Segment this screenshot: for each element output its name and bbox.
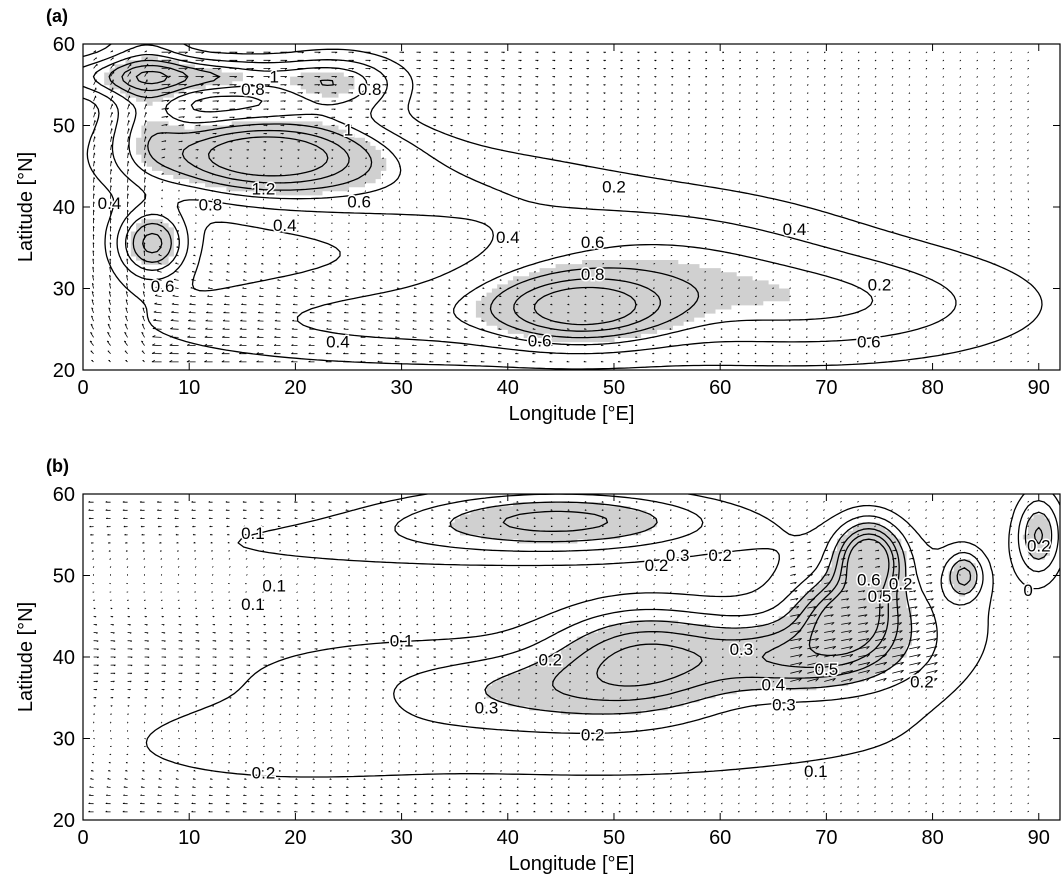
y-tick-label: 20 [53, 360, 75, 382]
contour-label: 0.4 [496, 228, 520, 247]
y-tick-label: 20 [53, 810, 75, 832]
x-tick-label: 70 [815, 377, 837, 399]
velocity-field [89, 50, 1030, 363]
y-tick-label: 60 [53, 484, 75, 506]
velocity-field [88, 500, 1030, 813]
contour-level-0.8 [108, 59, 700, 339]
contour-label: 1 [269, 68, 278, 87]
contour-level-0.2 [83, 44, 1043, 370]
x-tick-label: 30 [390, 377, 412, 399]
contour-label: 1 [344, 121, 353, 140]
contour-label: 0.6 [581, 233, 605, 252]
contour-level-0.5 [596, 533, 895, 687]
y-axis-label: Latitude [°N] [15, 152, 37, 262]
x-tick-label: 10 [178, 377, 200, 399]
x-tick-label: 0 [77, 827, 88, 849]
contour-label: 0.4 [783, 220, 807, 239]
contour-label: 0.1 [241, 524, 265, 543]
contour-label: 0.6 [857, 571, 881, 590]
x-tick-label: 20 [284, 827, 306, 849]
contour-level-0.1 [145, 494, 1060, 778]
contour-label: 0.8 [581, 265, 605, 284]
contour-level-1 [121, 64, 661, 332]
contour-label: 0.1 [390, 632, 414, 651]
shaded-region [104, 56, 790, 343]
contour-level-0.6 [92, 53, 874, 346]
contour-label: 0.8 [241, 80, 265, 99]
contour-label: 0.4 [98, 194, 122, 213]
x-tick-label: 60 [709, 827, 731, 849]
contour-label: 0.3 [730, 640, 754, 659]
x-tick-label: 70 [815, 827, 837, 849]
y-tick-label: 30 [53, 279, 75, 301]
y-tick-label: 60 [53, 34, 75, 56]
x-tick-label: 0 [77, 377, 88, 399]
contour-label: 1.2 [252, 179, 276, 198]
contour-label: 0.1 [241, 595, 265, 614]
contour-label: 0.8 [358, 80, 382, 99]
contour-label: 0.6 [151, 277, 175, 296]
contour-label: 0.4 [273, 216, 297, 235]
contour-label: 0.4 [761, 676, 785, 695]
contour-label: 0.2 [252, 764, 276, 783]
y-tick-label: 50 [53, 116, 75, 138]
contour-label: 0.2 [889, 575, 913, 594]
y-tick-label: 40 [53, 647, 75, 669]
contour-label: 0.2 [910, 673, 934, 692]
y-axis-label: Latitude [°N] [15, 602, 37, 712]
contour-label: 0.1 [804, 762, 828, 781]
contour-label: 0.3 [666, 546, 690, 565]
contour-level-0.4 [83, 44, 957, 355]
x-tick-label: 90 [1028, 827, 1050, 849]
chart-panel-b: 0.10.3 0.20.20.10.10.10.20.30.30.20.50.60… [15, 456, 1061, 875]
contour-label: 0.2 [645, 556, 669, 575]
x-tick-label: 20 [284, 377, 306, 399]
contour-label: 0.3 [772, 695, 796, 714]
contour-label: 0.2 [1027, 536, 1051, 555]
y-tick-label: 30 [53, 729, 75, 751]
contour-label: 0.2 [708, 546, 732, 565]
panel-label: (a) [46, 6, 68, 26]
contour-label: 0.2 [538, 650, 562, 669]
contour-label: 0.1 [262, 576, 286, 595]
contour-label: 0.6 [528, 332, 552, 351]
contour-level-1.2 [135, 70, 637, 326]
contour-lines [83, 44, 1043, 370]
x-tick-label: 10 [178, 827, 200, 849]
contour-label: 0.6 [347, 192, 371, 211]
x-axis-label: Longitude [°E] [509, 403, 635, 425]
y-tick-label: 40 [53, 197, 75, 219]
contour-level-0.4 [502, 510, 1044, 702]
contour-label: 0.5 [868, 587, 892, 606]
contour-label: 0.8 [199, 196, 223, 215]
panel-label: (b) [46, 456, 69, 476]
contour-level-0.6 [808, 538, 890, 657]
contour-label: 0.4 [326, 333, 350, 352]
contour-level-0.2 [393, 494, 1059, 734]
x-tick-label: 80 [921, 377, 943, 399]
contour-label: 0.2 [581, 725, 605, 744]
contour-label: 0 [1023, 581, 1032, 600]
x-tick-label: 90 [1028, 377, 1050, 399]
x-tick-label: 50 [603, 827, 625, 849]
x-tick-label: 40 [497, 827, 519, 849]
contour-label: 0.5 [815, 660, 839, 679]
chart-panel-a: 10.8 0.810.41.20.8 0.60.40.60.40.20.60.80.… [15, 6, 1061, 425]
x-tick-label: 50 [603, 377, 625, 399]
contour-label: 0.3 [475, 699, 499, 718]
contour-label: 0.2 [602, 178, 626, 197]
contour-label: 0.2 [868, 275, 892, 294]
x-tick-label: 40 [497, 377, 519, 399]
x-axis-label: Longitude [°E] [509, 853, 635, 875]
contour-label: 0.6 [857, 333, 881, 352]
y-tick-label: 50 [53, 566, 75, 588]
shaded-region [449, 502, 1050, 715]
x-tick-label: 80 [921, 827, 943, 849]
x-tick-label: 60 [709, 377, 731, 399]
x-tick-label: 30 [390, 827, 412, 849]
